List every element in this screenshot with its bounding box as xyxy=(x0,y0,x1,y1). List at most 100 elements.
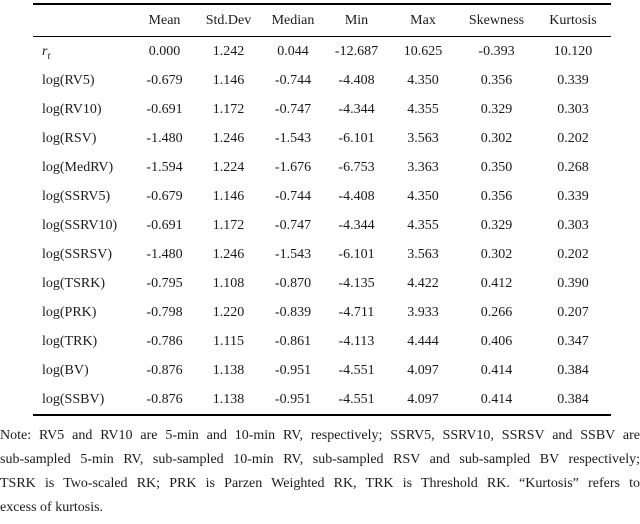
cell-kurtosis: 0.207 xyxy=(557,304,589,320)
cell-stddev: 1.138 xyxy=(212,362,245,378)
cell-kurtosis: 0.384 xyxy=(557,391,589,407)
note-line: TSRK is Two-scaled RK; PRK is Parzen Wei… xyxy=(0,476,640,491)
cell-skewness: 0.329 xyxy=(480,101,513,117)
table-row: log(PRK) -0.798 1.220 -0.839 -4.711 3.93… xyxy=(33,298,611,327)
cell-max: 4.350 xyxy=(407,188,439,204)
col-header-min: Min xyxy=(344,12,369,28)
cell-kurtosis: 0.339 xyxy=(557,188,589,204)
row-label: rt xyxy=(42,43,51,62)
col-header-label xyxy=(33,4,133,37)
cell-mean: -0.798 xyxy=(146,304,183,320)
table-row: log(SSRV10) -0.691 1.172 -0.747 -4.344 4… xyxy=(33,211,611,240)
cell-min: -6.101 xyxy=(338,246,375,262)
cell-max: 3.563 xyxy=(407,130,439,146)
cell-skewness: 0.414 xyxy=(480,391,513,407)
cell-kurtosis: 0.303 xyxy=(557,101,589,117)
cell-mean: -0.876 xyxy=(146,391,183,407)
cell-max: 10.625 xyxy=(403,43,443,59)
table-row: log(MedRV) -1.594 1.224 -1.676 -6.753 3.… xyxy=(33,153,611,182)
cell-kurtosis: 0.339 xyxy=(557,72,589,88)
cell-skewness: 0.356 xyxy=(480,188,513,204)
cell-median: -0.744 xyxy=(274,188,312,204)
table-row: log(BV) -0.876 1.138 -0.951 -4.551 4.097… xyxy=(33,356,611,385)
cell-stddev: 1.246 xyxy=(212,246,245,262)
cell-skewness: 0.302 xyxy=(480,130,513,146)
cell-median: -0.951 xyxy=(274,391,312,407)
table-row: log(SSRV5) -0.679 1.146 -0.744 -4.408 4.… xyxy=(33,182,611,211)
row-label: log(MedRV) xyxy=(42,159,114,175)
cell-max: 4.097 xyxy=(407,362,439,378)
cell-median: -0.747 xyxy=(274,217,312,233)
table-row: log(TRK) -0.786 1.115 -0.861 -4.113 4.44… xyxy=(33,327,611,356)
row-label: log(BV) xyxy=(42,362,89,378)
cell-skewness: 0.329 xyxy=(480,217,513,233)
cell-mean: -1.480 xyxy=(146,130,183,146)
cell-max: 3.363 xyxy=(407,159,439,175)
cell-min: -4.408 xyxy=(338,72,375,88)
table-row: log(RSV) -1.480 1.246 -1.543 -6.101 3.56… xyxy=(33,124,611,153)
cell-mean: -0.876 xyxy=(146,362,183,378)
cell-median: -1.543 xyxy=(274,246,312,262)
cell-mean: -0.679 xyxy=(146,72,183,88)
cell-mean: -0.691 xyxy=(146,101,183,117)
cell-mean: -0.795 xyxy=(146,275,183,291)
cell-median: -0.839 xyxy=(274,304,312,320)
cell-stddev: 1.138 xyxy=(212,391,245,407)
cell-min: -6.753 xyxy=(338,159,375,175)
header-row: Mean Std.Dev Median Min Max Skewness Kur… xyxy=(33,4,611,37)
cell-max: 4.355 xyxy=(407,217,439,233)
cell-min: -12.687 xyxy=(334,43,379,59)
cell-min: -4.711 xyxy=(338,304,375,320)
row-label: log(RV5) xyxy=(42,72,95,88)
cell-mean: -0.786 xyxy=(146,333,183,349)
cell-median: -1.543 xyxy=(274,130,312,146)
col-header-mean: Mean xyxy=(148,12,181,28)
row-label: log(PRK) xyxy=(42,304,97,320)
cell-kurtosis: 0.390 xyxy=(557,275,589,291)
col-header-kurtosis: Kurtosis xyxy=(549,12,597,28)
cell-median: -1.676 xyxy=(274,159,312,175)
col-header-median: Median xyxy=(271,12,315,28)
cell-min: -4.344 xyxy=(338,101,375,117)
table-row: log(SSBV) -0.876 1.138 -0.951 -4.551 4.0… xyxy=(33,385,611,415)
cell-mean: 0.000 xyxy=(148,43,181,59)
cell-max: 4.444 xyxy=(407,333,439,349)
table-row: log(RV10) -0.691 1.172 -0.747 -4.344 4.3… xyxy=(33,95,611,124)
cell-stddev: 1.108 xyxy=(212,275,245,291)
row-label: log(TRK) xyxy=(42,333,98,349)
cell-min: -6.101 xyxy=(338,130,375,146)
cell-median: -0.951 xyxy=(274,362,312,378)
cell-median: -0.744 xyxy=(274,72,312,88)
row-label: log(RV10) xyxy=(42,101,102,117)
table-row: log(RV5) -0.679 1.146 -0.744 -4.408 4.35… xyxy=(33,66,611,95)
table-note: Note: RV5 and RV10 are 5-min and 10-min … xyxy=(0,424,640,520)
cell-skewness: -0.393 xyxy=(478,43,515,59)
page: Mean Std.Dev Median Min Max Skewness Kur… xyxy=(0,3,640,524)
cell-kurtosis: 0.202 xyxy=(557,130,589,146)
cell-mean: -0.691 xyxy=(146,217,183,233)
cell-mean: -0.679 xyxy=(146,188,183,204)
cell-kurtosis: 0.268 xyxy=(557,159,589,175)
col-header-skewness: Skewness xyxy=(468,12,525,28)
cell-kurtosis: 0.202 xyxy=(557,246,589,262)
cell-stddev: 1.172 xyxy=(212,217,245,233)
cell-stddev: 1.115 xyxy=(213,333,244,349)
note-line: excess of kurtosis. xyxy=(0,500,104,515)
note-line: sub-sampled 5-min RV, sub-sampled 10-min… xyxy=(0,452,640,467)
row-label: log(RSV) xyxy=(42,130,97,146)
cell-max: 3.563 xyxy=(407,246,439,262)
cell-skewness: 0.406 xyxy=(480,333,513,349)
cell-kurtosis: 0.303 xyxy=(557,217,589,233)
row-label: log(SSRSV) xyxy=(42,246,113,262)
cell-max: 3.933 xyxy=(407,304,439,320)
col-header-max: Max xyxy=(410,12,436,28)
cell-stddev: 1.246 xyxy=(212,130,245,146)
cell-skewness: 0.266 xyxy=(480,304,513,320)
cell-min: -4.344 xyxy=(338,217,375,233)
cell-median: -0.870 xyxy=(274,275,312,291)
cell-skewness: 0.356 xyxy=(480,72,513,88)
row-label: log(SSRV10) xyxy=(42,217,118,233)
cell-min: -4.135 xyxy=(338,275,375,291)
cell-max: 4.355 xyxy=(407,101,439,117)
table-row: log(SSRSV) -1.480 1.246 -1.543 -6.101 3.… xyxy=(33,240,611,269)
